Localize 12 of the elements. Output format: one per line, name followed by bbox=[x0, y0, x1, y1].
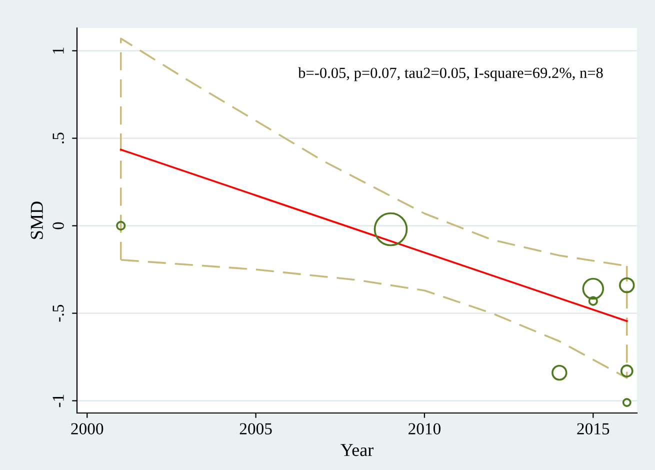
x-tick-label: 2000 bbox=[71, 423, 104, 434]
y-tick-label: -1 bbox=[52, 394, 64, 408]
x-tick-label: 2015 bbox=[577, 423, 610, 434]
annotation: b=-0.05, p=0.07, tau2=0.05, I-square=69.2%, n=8 bbox=[298, 67, 603, 82]
y-axis-title: SMD bbox=[30, 202, 43, 239]
y-tick-label: .5 bbox=[52, 132, 64, 144]
y-tick-label: 1 bbox=[52, 48, 64, 54]
x-tick-label: 2010 bbox=[408, 423, 440, 434]
y-tick-label: 0 bbox=[52, 222, 64, 230]
y-tick-label: -.5 bbox=[52, 304, 64, 322]
x-axis-title: Year bbox=[340, 444, 374, 456]
x-tick-label: 2005 bbox=[240, 423, 272, 434]
